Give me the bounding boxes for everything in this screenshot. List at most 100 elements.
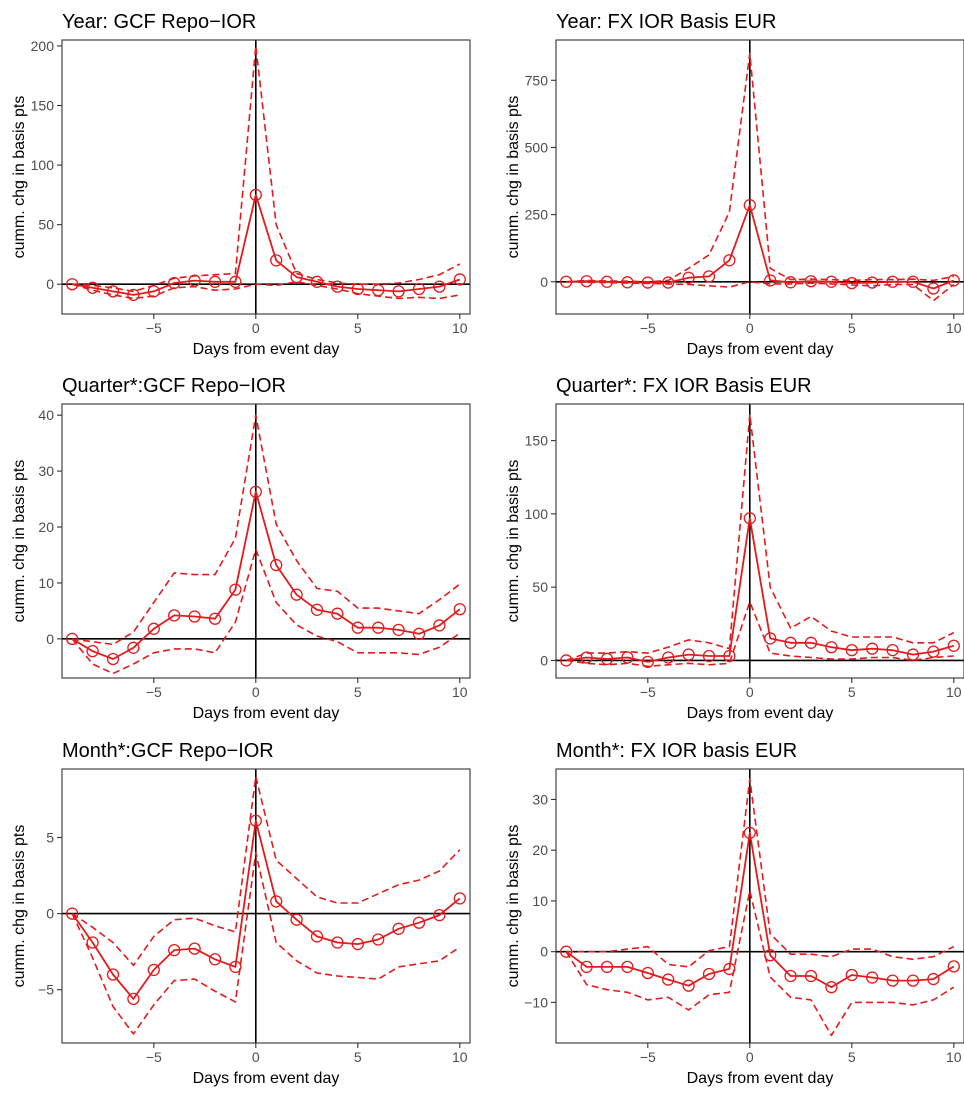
data-point-marker bbox=[723, 254, 736, 267]
data-point-marker bbox=[433, 619, 446, 632]
chart-panel-4: Quarter*: FX IOR Basis EUR cumm. chg in b… bbox=[494, 364, 964, 728]
series-line-mean bbox=[566, 204, 955, 290]
series-line-upper bbox=[71, 775, 461, 967]
data-point-marker bbox=[580, 275, 593, 288]
y-tick-label: 0 bbox=[46, 906, 54, 922]
y-tick-label: −5 bbox=[38, 982, 54, 998]
x-tick-label: −5 bbox=[146, 684, 162, 700]
data-point-marker bbox=[764, 632, 777, 645]
data-point-marker bbox=[743, 826, 756, 840]
x-tick-label: −5 bbox=[640, 320, 656, 336]
y-tick-label: 150 bbox=[525, 433, 549, 449]
y-tick-label: 50 bbox=[532, 579, 548, 595]
data-point-marker bbox=[433, 908, 446, 922]
data-point-marker bbox=[845, 644, 858, 657]
data-point-marker bbox=[845, 968, 858, 982]
data-point-marker bbox=[372, 621, 385, 634]
data-point-marker bbox=[641, 276, 654, 289]
series-line-mean bbox=[565, 832, 955, 989]
x-tick-label: 10 bbox=[946, 684, 962, 700]
data-point-marker bbox=[764, 949, 777, 962]
chart-panel-3: Quarter*:GCF Repo−IOR cumm. chg in basis … bbox=[0, 364, 471, 728]
data-point-marker bbox=[825, 275, 838, 288]
data-point-marker bbox=[621, 651, 634, 664]
data-point-marker bbox=[412, 282, 426, 296]
x-axis-label: Days from event day bbox=[193, 341, 340, 358]
chart-svg: Month*: FX IOR basis EUR cumm. chg in bas… bbox=[505, 740, 964, 1087]
data-point-marker bbox=[147, 285, 160, 298]
data-point-marker bbox=[825, 981, 838, 994]
data-point-marker bbox=[86, 936, 99, 949]
data-point-marker bbox=[433, 280, 446, 293]
data-point-marker bbox=[702, 967, 716, 981]
x-tick-label: 0 bbox=[746, 1049, 754, 1065]
data-point-marker bbox=[372, 933, 385, 946]
x-tick-label: 0 bbox=[252, 684, 260, 700]
x-tick-label: 0 bbox=[746, 684, 754, 700]
data-point-marker bbox=[331, 607, 344, 620]
x-tick-label: 5 bbox=[848, 1049, 856, 1065]
data-point-marker bbox=[86, 645, 99, 658]
data-point-marker bbox=[106, 968, 120, 981]
data-point-marker bbox=[723, 649, 736, 663]
chart-title: Month*: FX IOR basis EUR bbox=[556, 740, 797, 762]
data-point-marker bbox=[412, 916, 426, 929]
series-line-lower bbox=[566, 280, 955, 302]
data-point-marker bbox=[927, 972, 940, 986]
data-point-marker bbox=[86, 281, 99, 294]
data-point-marker bbox=[702, 649, 716, 663]
series-line-upper bbox=[565, 413, 955, 662]
data-point-marker bbox=[168, 943, 181, 957]
x-tick-label: 5 bbox=[354, 684, 362, 700]
data-point-marker bbox=[310, 603, 324, 616]
y-axis-label: cumm. chg in basis pts bbox=[11, 825, 28, 988]
data-point-marker bbox=[662, 651, 675, 664]
data-point-marker bbox=[682, 648, 695, 661]
y-tick-label: 150 bbox=[31, 98, 55, 114]
data-point-marker bbox=[331, 936, 344, 949]
data-point-marker bbox=[784, 969, 797, 983]
series-line-lower bbox=[71, 280, 460, 300]
data-point-marker bbox=[641, 655, 654, 669]
data-point-marker bbox=[290, 588, 303, 601]
data-point-marker bbox=[784, 636, 797, 649]
data-point-marker bbox=[453, 892, 466, 905]
chart-title: Year: FX IOR Basis EUR bbox=[556, 11, 776, 33]
data-point-marker bbox=[906, 974, 920, 987]
x-axis-label: Days from event day bbox=[687, 1070, 834, 1087]
data-point-marker bbox=[290, 913, 303, 926]
data-point-marker bbox=[66, 632, 79, 646]
data-point-marker bbox=[208, 275, 222, 288]
data-point-marker bbox=[270, 558, 283, 572]
y-tick-label: 20 bbox=[38, 519, 54, 535]
x-tick-label: 10 bbox=[452, 320, 468, 336]
data-point-marker bbox=[906, 648, 920, 661]
x-tick-label: −5 bbox=[146, 1049, 162, 1065]
x-axis-label: Days from event day bbox=[193, 1070, 340, 1087]
chart-panel-6: Month*: FX IOR basis EUR cumm. chg in bas… bbox=[494, 729, 964, 1093]
series-line-mean bbox=[71, 819, 461, 1000]
data-point-marker bbox=[641, 966, 654, 980]
data-point-marker bbox=[188, 942, 201, 955]
data-point-marker bbox=[270, 254, 283, 267]
data-point-marker bbox=[580, 960, 593, 974]
y-tick-label: 0 bbox=[46, 631, 54, 647]
data-point-marker bbox=[106, 285, 120, 298]
y-axis-label: cumm. chg in basis pts bbox=[505, 825, 522, 988]
y-tick-label: 5 bbox=[46, 830, 54, 846]
series-line-mean bbox=[72, 193, 461, 296]
series-line-lower bbox=[565, 890, 955, 1037]
data-point-marker bbox=[804, 969, 818, 983]
data-point-marker bbox=[229, 960, 242, 974]
y-tick-label: 750 bbox=[525, 72, 549, 88]
data-point-marker bbox=[188, 274, 201, 287]
data-point-marker bbox=[866, 971, 879, 984]
series-line-mean bbox=[566, 517, 955, 663]
chart-svg: Quarter*: FX IOR Basis EUR cumm. chg in b… bbox=[505, 375, 964, 722]
data-point-marker bbox=[825, 641, 838, 654]
chart-svg: Month*:GCF Repo−IOR cumm. chg in basis pt… bbox=[11, 740, 471, 1087]
x-tick-label: 5 bbox=[848, 684, 856, 700]
series-line-lower bbox=[71, 548, 461, 675]
x-tick-label: 5 bbox=[848, 320, 856, 336]
